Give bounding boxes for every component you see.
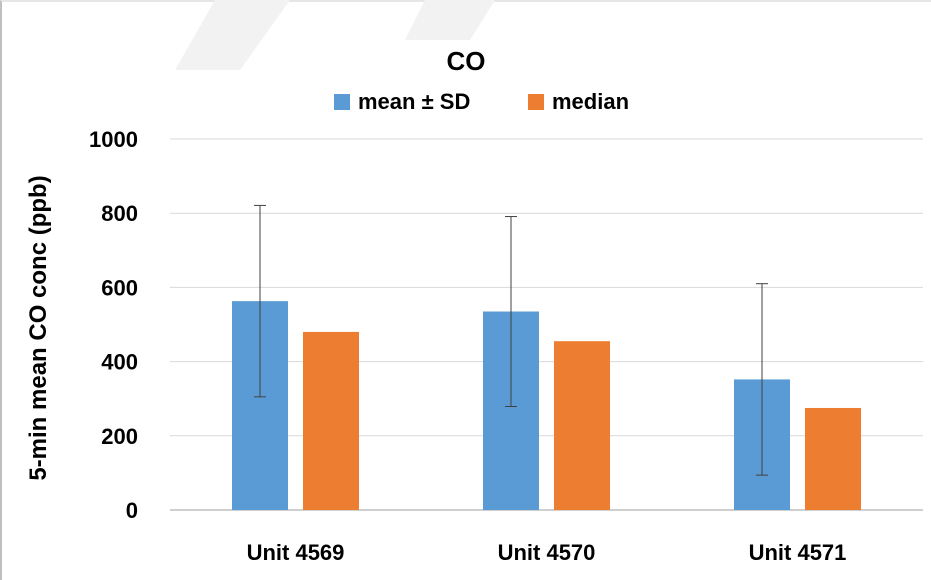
error-bar — [505, 216, 517, 407]
bar-median — [554, 341, 610, 510]
chart-title: CO — [447, 46, 486, 76]
gridlines — [170, 138, 923, 511]
error-bar — [254, 204, 266, 398]
y-tick-labels: 0 200 400 600 800 1000 — [89, 127, 138, 523]
x-tick-label: Unit 4570 — [498, 540, 596, 565]
x-tick-label: Unit 4571 — [749, 540, 847, 565]
legend: mean ± SD median — [334, 89, 629, 114]
y-tick-label: 400 — [101, 350, 138, 375]
y-tick-label: 1000 — [89, 127, 138, 152]
y-tick-label: 0 — [126, 498, 138, 523]
error-bar — [756, 283, 768, 476]
legend-swatch-median — [528, 94, 544, 110]
y-tick-label: 200 — [101, 424, 138, 449]
legend-swatch-mean — [334, 94, 350, 110]
x-tick-label: Unit 4569 — [247, 540, 345, 565]
error-bars — [254, 204, 768, 476]
legend-label-median: median — [552, 89, 629, 114]
x-tick-labels: Unit 4569 Unit 4570 Unit 4571 — [247, 540, 847, 565]
y-tick-label: 600 — [101, 275, 138, 300]
y-axis-label: 5-min mean CO conc (ppb) — [25, 175, 52, 480]
bar-median — [303, 331, 359, 510]
y-tick-label: 800 — [101, 201, 138, 226]
bar-median — [805, 407, 861, 510]
legend-label-mean: mean ± SD — [358, 89, 470, 114]
bars — [232, 301, 861, 510]
